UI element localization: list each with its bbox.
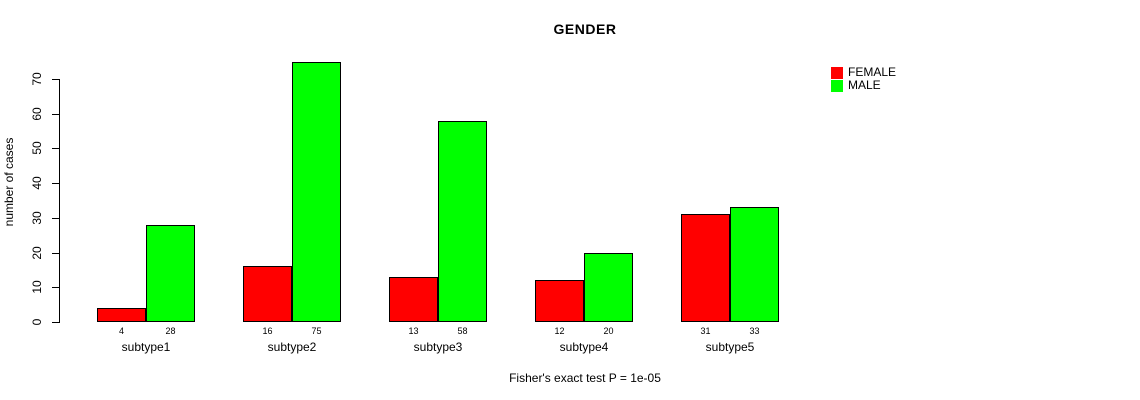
y-tick <box>52 114 59 115</box>
bar-female-subtype4 <box>535 280 584 322</box>
bar-value-label-male-subtype3: 58 <box>457 326 468 336</box>
y-tick <box>52 183 59 184</box>
legend-label-female: FEMALE <box>848 65 897 79</box>
x-category-label-subtype3: subtype3 <box>413 340 463 354</box>
y-tick <box>52 322 59 323</box>
male-color-swatch <box>831 79 843 92</box>
caption: Fisher's exact test P = 1e-05 <box>509 371 661 385</box>
bar-value-label-female-subtype3: 13 <box>408 326 419 336</box>
x-category-label-subtype1: subtype1 <box>121 340 171 354</box>
bar-female-subtype2 <box>243 266 292 322</box>
y-tick-label: 0 <box>30 318 44 326</box>
y-tick-label: 60 <box>30 107 44 121</box>
y-tick <box>52 287 59 288</box>
bar-value-label-female-subtype5: 31 <box>700 326 711 336</box>
bar-value-label-female-subtype2: 16 <box>262 326 273 336</box>
x-category-label-subtype5: subtype5 <box>705 340 755 354</box>
bar-male-subtype4 <box>584 253 633 322</box>
y-tick-label: 50 <box>30 141 44 155</box>
bar-female-subtype3 <box>389 277 438 322</box>
legend: FEMALE MALE <box>831 66 896 92</box>
bar-female-subtype5 <box>681 214 730 322</box>
x-category-label-subtype4: subtype4 <box>559 340 609 354</box>
bar-value-label-male-subtype4: 20 <box>603 326 614 336</box>
female-color-swatch <box>831 66 843 79</box>
y-axis-line <box>59 79 60 323</box>
y-tick-label: 10 <box>30 280 44 294</box>
bar-value-label-female-subtype4: 12 <box>554 326 565 336</box>
y-tick <box>52 148 59 149</box>
y-tick <box>52 218 59 219</box>
bar-male-subtype2 <box>292 62 341 322</box>
legend-label-male: MALE <box>848 78 881 92</box>
legend-item-male: MALE <box>831 79 896 92</box>
bar-male-subtype5 <box>730 207 779 322</box>
y-tick-label: 70 <box>30 72 44 86</box>
legend-item-female: FEMALE <box>831 66 896 79</box>
chart-title: GENDER <box>553 21 617 37</box>
x-category-label-subtype2: subtype2 <box>267 340 317 354</box>
bar-value-label-male-subtype5: 33 <box>749 326 760 336</box>
bar-male-subtype3 <box>438 121 487 322</box>
bar-value-label-male-subtype2: 75 <box>311 326 322 336</box>
bar-female-subtype1 <box>97 308 146 322</box>
y-tick-label: 30 <box>30 211 44 225</box>
y-tick <box>52 79 59 80</box>
y-tick <box>52 253 59 254</box>
y-tick-label: 40 <box>30 176 44 190</box>
bar-value-label-male-subtype1: 28 <box>165 326 176 336</box>
bar-value-label-female-subtype1: 4 <box>118 326 125 336</box>
bar-male-subtype1 <box>146 225 195 322</box>
y-tick-label: 20 <box>30 246 44 260</box>
